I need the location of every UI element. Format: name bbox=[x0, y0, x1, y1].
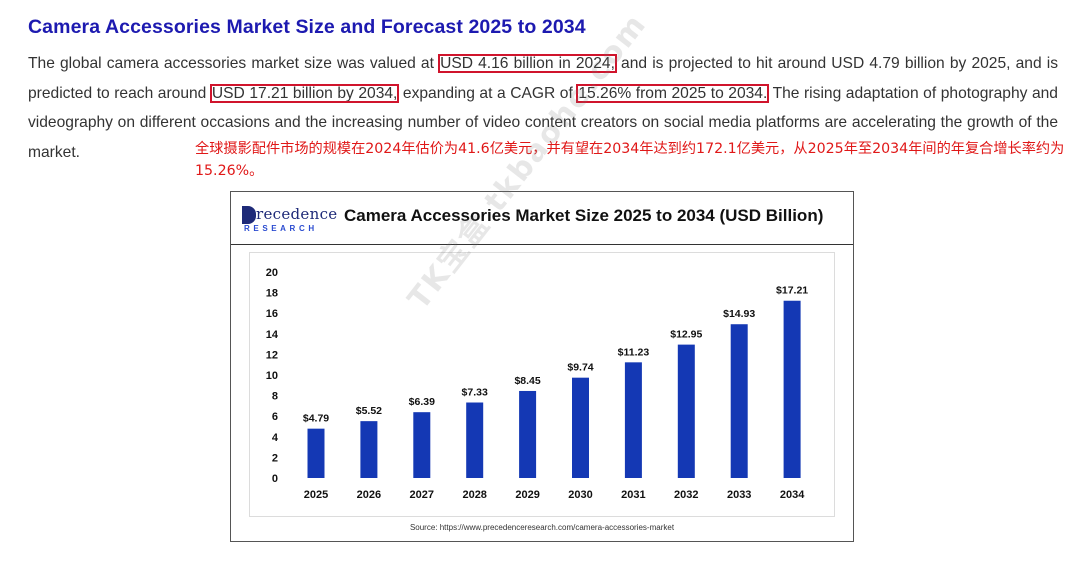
bar-2030 bbox=[572, 377, 589, 478]
logo-subtitle: RESEARCH bbox=[244, 224, 318, 233]
x-tick-label: 2032 bbox=[674, 489, 698, 501]
bar-2028 bbox=[466, 402, 484, 478]
bar-2026 bbox=[360, 421, 378, 478]
x-tick-label: 2030 bbox=[568, 489, 592, 501]
data-label: $11.23 bbox=[618, 346, 650, 358]
logo-wordmark: recedence bbox=[256, 205, 338, 223]
x-tick-label: 2033 bbox=[727, 489, 751, 501]
intro-text-1: The global camera accessories market siz… bbox=[28, 55, 440, 72]
bar-2029 bbox=[519, 390, 537, 478]
page-title: Camera Accessories Market Size and Forec… bbox=[28, 16, 586, 38]
highlight-2024-value: USD 4.16 billion in 2024, bbox=[438, 54, 617, 73]
data-label: $17.21 bbox=[776, 285, 808, 297]
data-label: $6.39 bbox=[409, 396, 435, 408]
y-tick-label: 2 bbox=[272, 452, 278, 464]
data-label: $8.45 bbox=[514, 375, 540, 387]
plot-frame bbox=[249, 252, 835, 517]
x-tick-label: 2028 bbox=[462, 489, 486, 501]
y-tick-label: 14 bbox=[266, 329, 279, 341]
x-tick-label: 2034 bbox=[780, 489, 805, 501]
logo-p-mark bbox=[242, 206, 256, 224]
y-tick-label: 20 bbox=[266, 267, 278, 279]
chinese-translation-note: 全球摄影配件市场的规模在2024年估价为41.6亿美元，并有望在2034年达到约… bbox=[195, 141, 1065, 179]
y-tick-label: 12 bbox=[266, 349, 278, 361]
x-tick-label: 2026 bbox=[357, 489, 381, 501]
precedence-research-logo: recedence RESEARCH bbox=[242, 205, 338, 233]
y-tick-label: 0 bbox=[272, 473, 278, 485]
x-tick-label: 2025 bbox=[304, 489, 328, 501]
y-tick-label: 18 bbox=[266, 288, 278, 300]
y-tick-label: 6 bbox=[272, 411, 278, 423]
x-tick-label: 2029 bbox=[515, 489, 539, 501]
data-label: $14.93 bbox=[723, 308, 755, 320]
chart-title-divider bbox=[231, 244, 853, 245]
intro-paragraph: The global camera accessories market siz… bbox=[28, 49, 1058, 167]
highlight-cagr: 15.26% from 2025 to 2034. bbox=[576, 83, 770, 103]
chart-figure: recedence RESEARCH Camera Accessories Ma… bbox=[230, 191, 854, 542]
bar-2027 bbox=[413, 412, 431, 478]
intro-text-2: and is projected to hit around USD 4.79 … bbox=[28, 55, 1059, 102]
bar-2034 bbox=[783, 300, 801, 478]
intro-text-4: The rising adaptation of photography and… bbox=[28, 84, 1058, 161]
chart-title: Camera Accessories Market Size 2025 to 2… bbox=[344, 206, 824, 225]
intro-text-3: expanding at a CAGR of bbox=[398, 84, 578, 102]
x-tick-label: 2027 bbox=[410, 489, 434, 501]
data-label: $7.33 bbox=[462, 387, 488, 399]
data-label: $4.79 bbox=[303, 413, 329, 425]
y-tick-label: 10 bbox=[266, 370, 278, 382]
data-label: $12.95 bbox=[670, 329, 702, 341]
bar-2032 bbox=[677, 344, 695, 478]
y-tick-label: 4 bbox=[272, 432, 279, 444]
y-tick-label: 16 bbox=[266, 308, 278, 320]
bar-chart: 0 2 4 6 8 10 12 14 16 18 20 $4.79 2025 $5.52 2026 $6.39… bbox=[266, 267, 809, 501]
data-label: $9.74 bbox=[567, 362, 593, 374]
data-label: $5.52 bbox=[356, 405, 382, 417]
highlight-2034-value: USD 17.21 billion by 2034, bbox=[209, 83, 400, 103]
chart-source: Source: https://www.precedenceresearch.c… bbox=[409, 523, 675, 532]
bar-2025 bbox=[307, 428, 325, 478]
x-tick-label: 2031 bbox=[621, 489, 645, 501]
bar-2031 bbox=[624, 362, 642, 478]
bar-2033 bbox=[730, 324, 748, 478]
y-tick-label: 8 bbox=[272, 391, 278, 403]
